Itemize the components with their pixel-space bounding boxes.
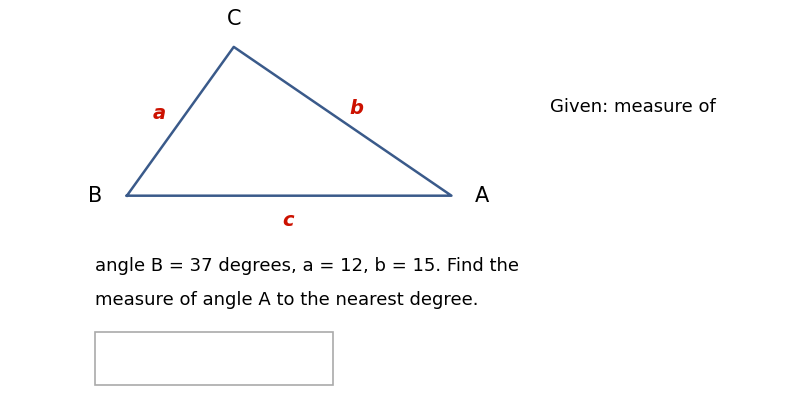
Text: measure of angle A to the nearest degree.: measure of angle A to the nearest degree… (95, 291, 478, 309)
Text: Given: measure of: Given: measure of (550, 98, 716, 116)
Text: A: A (475, 186, 490, 206)
Text: a: a (153, 104, 166, 123)
Text: B: B (88, 186, 102, 206)
Bar (95, 332, 333, 385)
Text: angle B = 37 degrees, a = 12, b = 15. Find the: angle B = 37 degrees, a = 12, b = 15. Fi… (95, 257, 519, 275)
Text: b: b (350, 99, 363, 118)
Text: C: C (227, 9, 242, 29)
Text: c: c (282, 211, 294, 230)
